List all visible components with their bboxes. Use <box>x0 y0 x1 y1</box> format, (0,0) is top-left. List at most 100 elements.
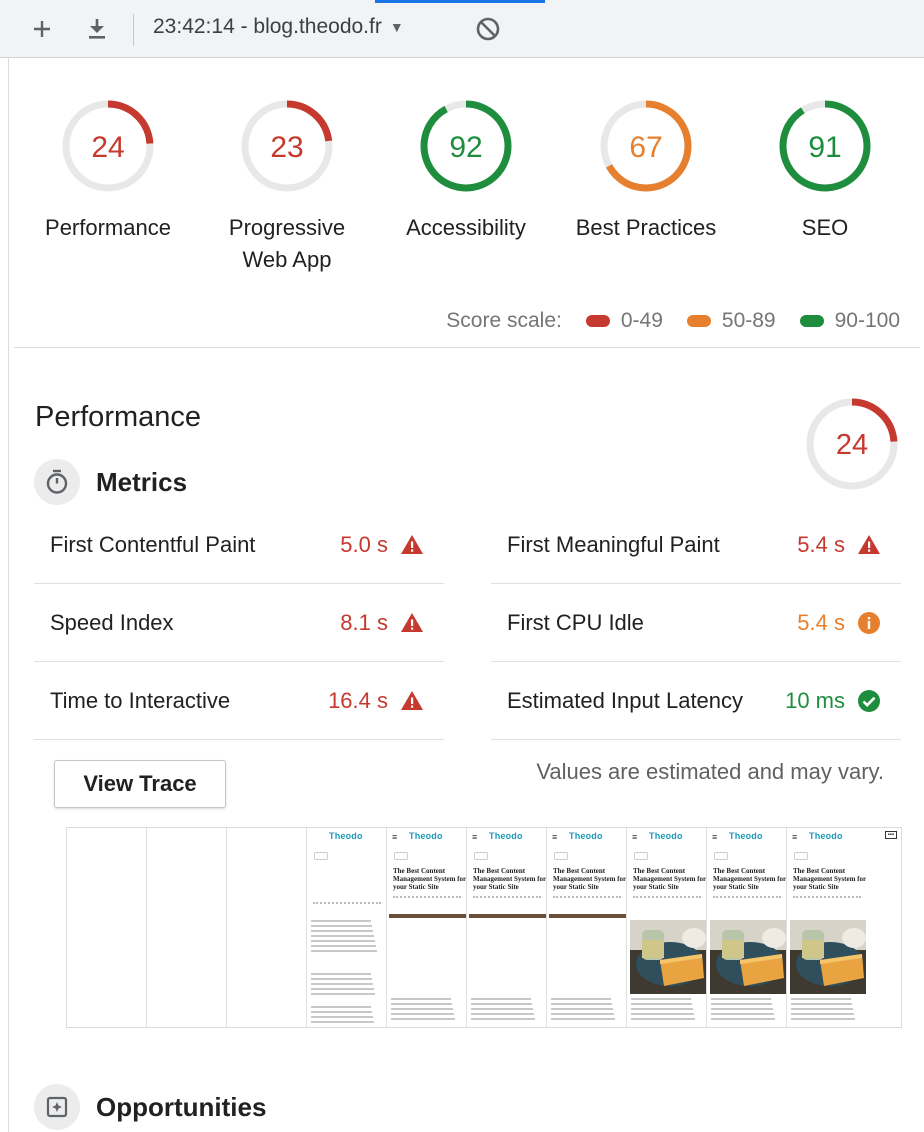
panel-border <box>8 58 9 1132</box>
gauge-performance[interactable]: 24 Performance <box>18 98 198 244</box>
frame-image-strip <box>469 914 546 918</box>
filmstrip-frame: ≡ Theodo ▪▪▪ The Best Content Management Sy… <box>787 828 901 1027</box>
gauge-ring: 67 <box>600 100 692 192</box>
text-lines <box>551 998 623 1023</box>
gauge-progressive-web-app[interactable]: 23 Progressive Web App <box>197 98 377 276</box>
frame-tag <box>474 852 488 860</box>
frame-article-title: The Best Content Management System for y… <box>473 867 546 891</box>
menu-icon: ≡ <box>552 832 558 842</box>
opportunities-title: Opportunities <box>96 1091 267 1122</box>
metric-name: First Contentful Paint <box>50 531 256 557</box>
metric-first-contentful-paint: First Contentful Paint 5.0 s <box>34 506 444 584</box>
metric-time-to-interactive: Time to Interactive 16.4 s <box>34 662 444 740</box>
frame-image-strip <box>389 914 466 918</box>
frame-logo: Theodo <box>809 831 843 841</box>
frame-meta <box>553 896 621 906</box>
opportunities-header: Opportunities <box>34 1084 266 1130</box>
frame-meta <box>713 896 781 906</box>
frame-logo: Theodo <box>329 831 363 841</box>
warning-icon <box>857 533 881 557</box>
frame-article-title: The Best Content Management System for y… <box>393 867 466 891</box>
gauge-seo[interactable]: 91 SEO <box>735 98 915 244</box>
filmstrip-frame: Theodo <box>307 828 387 1027</box>
filmstrip-frame: ≡ Theodo The Best Content Management Syste… <box>467 828 547 1027</box>
gauge-label: Best Practices <box>575 215 717 240</box>
frame-logo: Theodo <box>649 831 683 841</box>
filmstrip-frame: ≡ Theodo The Best Content Management Syste… <box>387 828 467 1027</box>
filmstrip-frame <box>147 828 227 1027</box>
frame-article-title: The Best Content Management System for y… <box>713 867 786 891</box>
metric-name: First CPU Idle <box>507 609 644 635</box>
metric-value: 16.4 s <box>328 687 388 713</box>
gauge-label: Performance <box>45 215 171 240</box>
performance-score-gauge: 24 <box>806 398 898 490</box>
scale-fail: 0-49 <box>585 309 663 333</box>
frame-logo: Theodo <box>729 831 763 841</box>
article-image <box>630 920 706 994</box>
menu-icon: ≡ <box>472 832 478 842</box>
gauge-best-practices[interactable]: 67 Best Practices <box>556 98 736 244</box>
gauge-ring: 92 <box>420 100 512 192</box>
frame-meta <box>793 896 861 906</box>
warning-icon <box>400 533 424 557</box>
frame-tag <box>794 852 808 860</box>
active-tab-indicator <box>375 0 545 3</box>
warning-icon <box>400 611 424 635</box>
text-lines <box>791 998 863 1023</box>
metric-name: Estimated Input Latency <box>507 687 744 713</box>
divider <box>14 347 920 348</box>
view-trace-button[interactable]: View Trace <box>54 760 226 808</box>
report-selector[interactable]: 23:42:14 - blog.theodo.fr ▼ <box>153 15 404 39</box>
frame-meta <box>633 896 701 906</box>
check-icon <box>857 689 881 713</box>
metric-value: 5.4 s <box>797 531 845 557</box>
gauge-accessibility[interactable]: 92 Accessibility <box>376 98 556 244</box>
metric-name: First Meaningful Paint <box>507 531 720 557</box>
metric-speed-index: Speed Index 8.1 s <box>34 584 444 662</box>
scale-pass: 90-100 <box>799 309 900 333</box>
gauge-label: Progressive Web App <box>228 215 346 272</box>
gauge-ring: 91 <box>779 100 871 192</box>
clear-button[interactable] <box>474 14 502 44</box>
toolbar: 23:42:14 - blog.theodo.fr ▼ <box>0 0 924 58</box>
performance-score-value: 24 <box>836 429 868 461</box>
filmstrip-frame: ≡ Theodo The Best Content Management Syste… <box>707 828 787 1027</box>
frame-article-title: The Best Content Management System for y… <box>793 867 866 891</box>
frame-article-title: The Best Content Management System for y… <box>553 867 626 891</box>
frame-tag <box>634 852 648 860</box>
filmstrip-frame <box>227 828 307 1027</box>
metric-value: 5.4 s <box>797 609 845 635</box>
toolbar-separator <box>133 14 134 46</box>
fail-pill-icon <box>585 315 610 327</box>
stopwatch-icon <box>34 459 80 505</box>
frame-meta <box>473 896 541 906</box>
download-icon <box>89 19 105 39</box>
gauge-score: 24 <box>91 131 124 164</box>
pass-pill-icon <box>799 315 824 327</box>
filmstrip-frame: ≡ Theodo The Best Content Management Syste… <box>547 828 627 1027</box>
metric-estimated-input-latency: Estimated Input Latency 10 ms <box>491 662 901 740</box>
frame-badge: ▪▪▪ <box>884 831 897 839</box>
average-pill-icon <box>686 315 711 327</box>
text-lines <box>471 998 543 1023</box>
frame-logo: Theodo <box>569 831 603 841</box>
sparkle-icon <box>34 1084 80 1130</box>
score-scale-label: Score scale: <box>446 309 562 332</box>
frame-meta <box>313 902 381 912</box>
article-image <box>790 920 866 994</box>
metric-first-cpu-idle: First CPU Idle 5.4 s <box>491 584 901 662</box>
metrics-title: Metrics <box>96 466 188 497</box>
metric-value: 8.1 s <box>340 609 388 635</box>
scale-fail-label: 0-49 <box>620 309 663 332</box>
frame-logo: Theodo <box>409 831 443 841</box>
performance-section-title: Performance <box>35 401 202 433</box>
add-report-button[interactable] <box>28 14 56 44</box>
dropdown-caret-icon: ▼ <box>389 19 404 35</box>
text-lines <box>311 1006 383 1026</box>
metric-value: 5.0 s <box>340 531 388 557</box>
download-report-button[interactable] <box>83 14 111 44</box>
text-lines <box>391 998 463 1023</box>
metrics-header: Metrics <box>34 459 187 505</box>
warning-icon <box>400 689 424 713</box>
text-lines <box>311 973 383 998</box>
